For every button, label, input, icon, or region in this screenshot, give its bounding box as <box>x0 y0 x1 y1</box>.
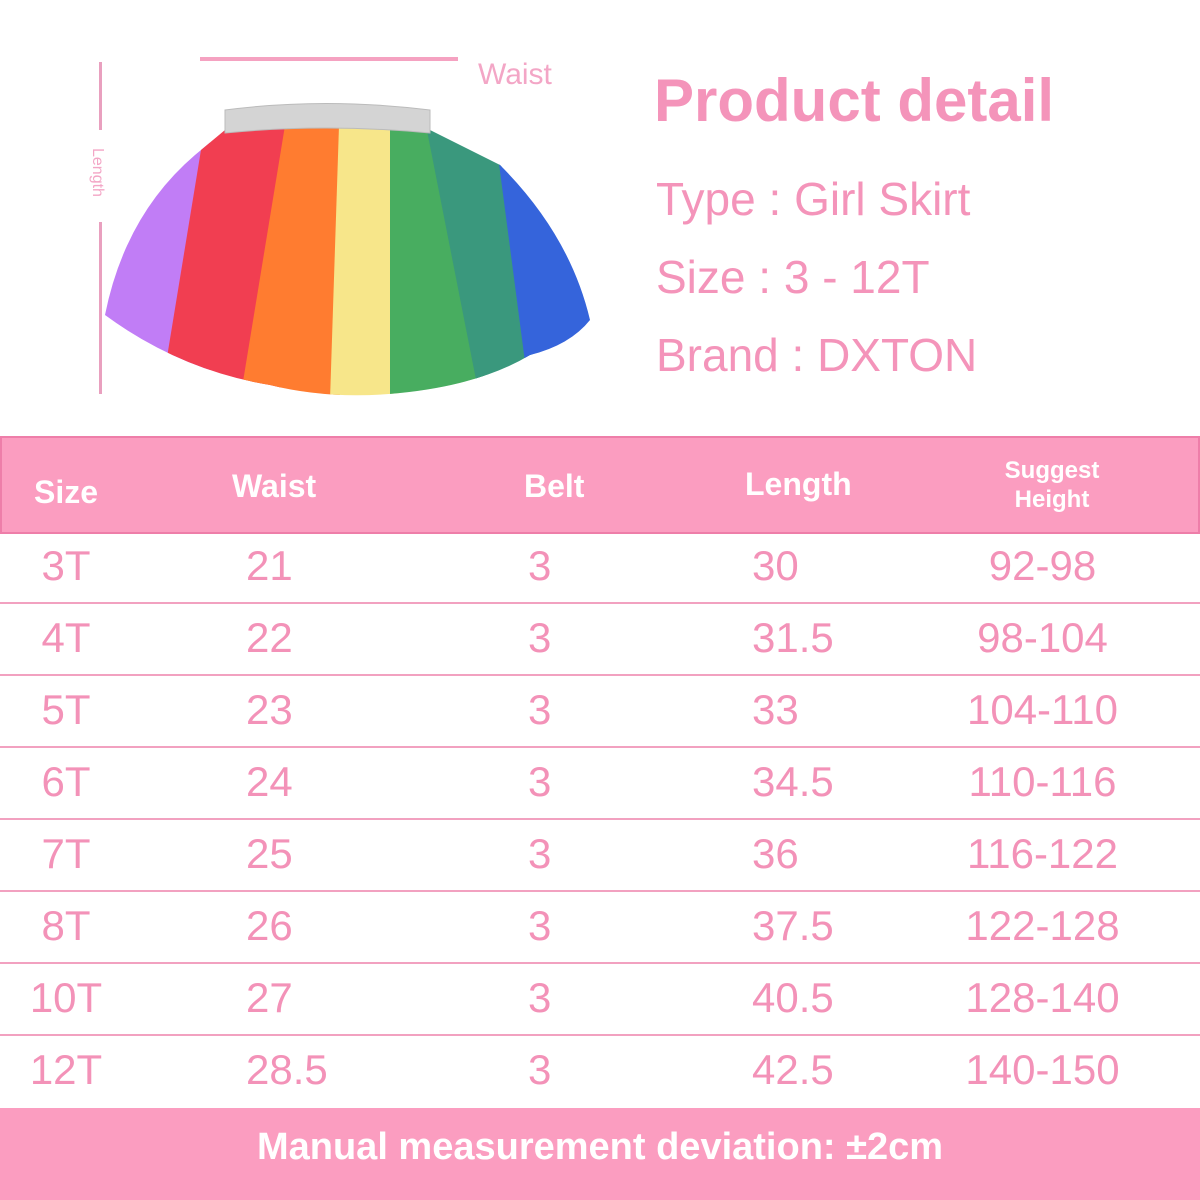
cell-belt: 3 <box>528 758 552 805</box>
measurement-note: Manual measurement deviation: ±2cm <box>0 1108 1200 1200</box>
cell-length: 37.5 <box>752 902 834 949</box>
table-row: 6T 24 3 34.5 110-116 <box>0 748 1200 820</box>
cell-suggest-height: 122-128 <box>965 902 1120 949</box>
length-measure-line-top <box>99 62 102 130</box>
product-detail-title: Product detail <box>654 67 1055 134</box>
header-suggest-height: Suggest Height <box>977 456 1127 514</box>
cell-size: 3T <box>41 542 91 589</box>
cell-suggest-height: 110-116 <box>968 758 1117 805</box>
cell-length: 40.5 <box>752 974 834 1021</box>
table-row: 3T 21 3 30 92-98 <box>0 532 1200 604</box>
product-size-range: Size : 3 - 12T <box>656 251 930 303</box>
cell-length: 31.5 <box>752 614 834 661</box>
cell-belt: 3 <box>528 830 552 877</box>
cell-length: 30 <box>752 542 799 589</box>
length-measure-label: Length <box>89 148 106 197</box>
cell-belt: 3 <box>528 974 552 1021</box>
product-brand: Brand : DXTON <box>656 329 978 381</box>
cell-suggest-height: 128-140 <box>965 974 1120 1021</box>
product-type: Type : Girl Skirt <box>656 173 971 225</box>
cell-length: 42.5 <box>752 1046 834 1093</box>
cell-waist: 26 <box>246 902 293 949</box>
cell-waist: 27 <box>246 974 293 1021</box>
cell-suggest-height: 104-110 <box>966 686 1119 733</box>
cell-length: 33 <box>752 686 799 733</box>
cell-waist: 28.5 <box>246 1046 328 1093</box>
cell-waist: 22 <box>246 614 293 661</box>
cell-belt: 3 <box>528 542 552 589</box>
cell-belt: 3 <box>528 902 552 949</box>
table-row: 8T 26 3 37.5 122-128 <box>0 892 1200 964</box>
cell-size: 12T <box>29 1046 103 1093</box>
rainbow-skirt-image <box>105 103 590 396</box>
cell-length: 34.5 <box>752 758 834 805</box>
cell-size: 10T <box>29 974 103 1021</box>
table-row: 12T 28.5 3 42.5 140-150 <box>0 1036 1200 1106</box>
table-row: 10T 27 3 40.5 128-140 <box>0 964 1200 1036</box>
waist-measure-label: Waist <box>478 58 552 91</box>
cell-size: 4T <box>41 614 91 661</box>
header-suggest-line: Suggest <box>1004 457 1100 484</box>
cell-size: 8T <box>41 902 91 949</box>
header-belt: Belt <box>524 468 585 504</box>
table-row: 4T 22 3 31.5 98-104 <box>0 604 1200 676</box>
cell-suggest-height: 140-150 <box>965 1046 1120 1093</box>
header-height-line: Height <box>1014 486 1090 513</box>
length-measure-line-bottom <box>99 222 102 394</box>
table-row: 7T 25 3 36 116-122 <box>0 820 1200 892</box>
cell-belt: 3 <box>528 614 552 661</box>
cell-waist: 21 <box>246 542 293 589</box>
cell-waist: 25 <box>246 830 293 877</box>
waist-measure-line <box>200 57 458 61</box>
cell-size: 7T <box>41 830 91 877</box>
cell-suggest-height: 98-104 <box>977 614 1108 661</box>
cell-size: 5T <box>41 686 91 733</box>
cell-size: 6T <box>41 758 91 805</box>
size-table-header: Size Waist Belt Length Suggest Height <box>0 436 1200 534</box>
cell-length: 36 <box>752 830 799 877</box>
cell-waist: 23 <box>246 686 293 733</box>
header-size: Size <box>34 474 99 510</box>
cell-waist: 24 <box>246 758 293 805</box>
table-row: 5T 23 3 33 104-110 <box>0 676 1200 748</box>
cell-suggest-height: 116-122 <box>966 830 1119 877</box>
cell-belt: 3 <box>528 1046 552 1093</box>
header-waist: Waist <box>232 468 317 504</box>
cell-suggest-height: 92-98 <box>988 542 1097 589</box>
header-length: Length <box>745 466 852 502</box>
cell-belt: 3 <box>528 686 552 733</box>
